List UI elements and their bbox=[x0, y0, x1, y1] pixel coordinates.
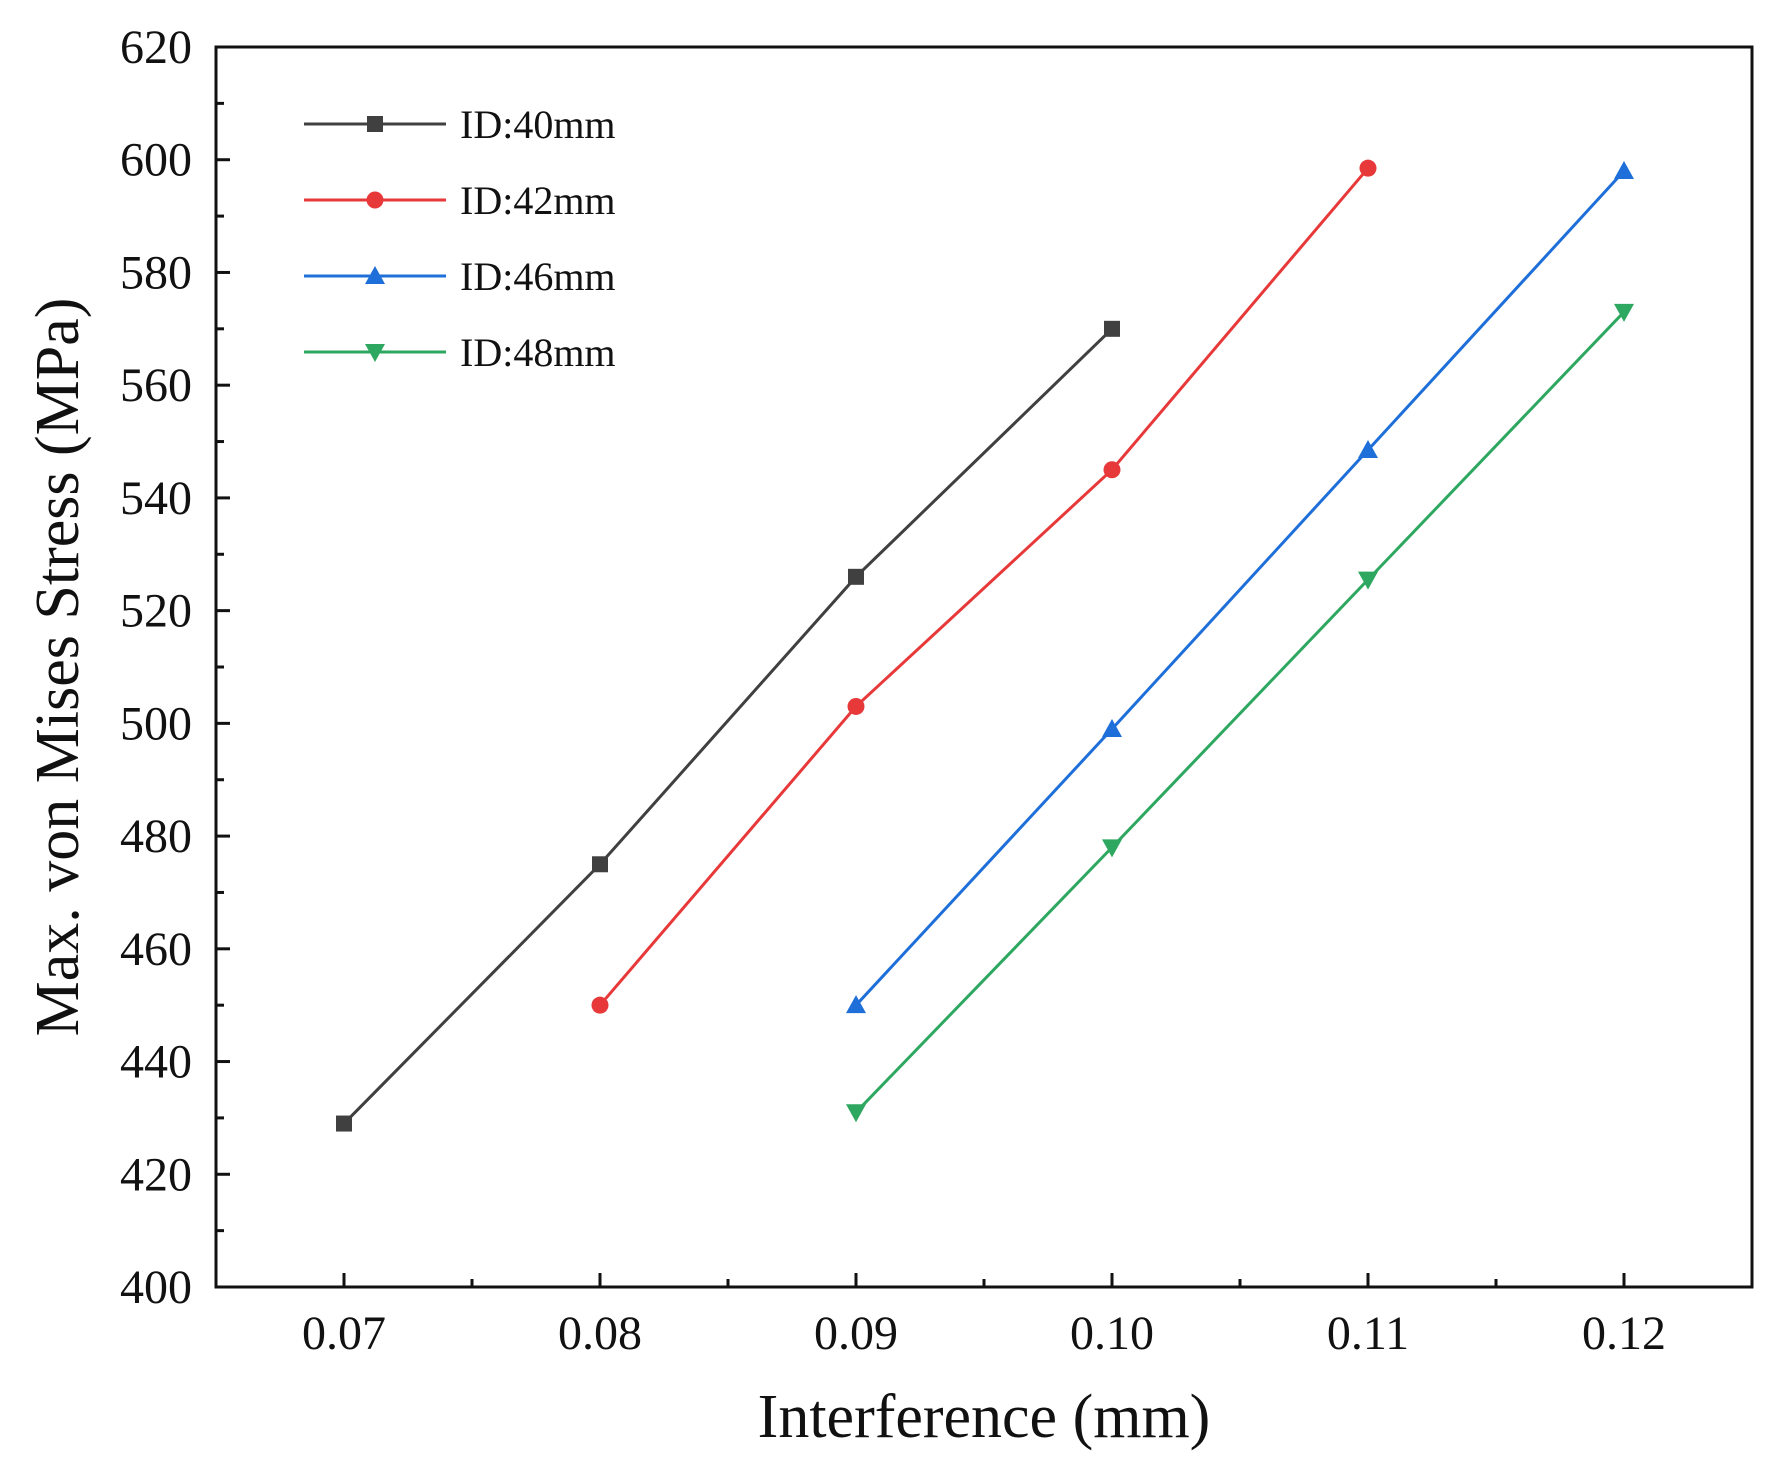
legend-label: ID:40mm bbox=[460, 102, 616, 147]
x-tick-label: 0.08 bbox=[558, 1307, 642, 1360]
data-point bbox=[846, 1104, 866, 1123]
y-tick-label: 440 bbox=[120, 1036, 192, 1089]
series-line bbox=[598, 167, 1370, 1007]
data-point bbox=[847, 697, 865, 715]
data-point bbox=[592, 856, 608, 873]
legend-entry: ID:40mm bbox=[304, 102, 616, 147]
series-0 bbox=[336, 320, 1120, 1132]
legend-label: ID:46mm bbox=[460, 254, 616, 299]
x-tick-label: 0.10 bbox=[1070, 1307, 1154, 1360]
series-line bbox=[854, 310, 1626, 1114]
data-point bbox=[1358, 571, 1378, 590]
x-tick-label: 0.11 bbox=[1327, 1307, 1409, 1360]
series-2 bbox=[846, 161, 1634, 1014]
y-tick-label: 580 bbox=[120, 246, 192, 299]
series-line bbox=[854, 169, 1626, 1007]
data-point bbox=[848, 568, 864, 585]
y-tick-label: 540 bbox=[120, 472, 192, 525]
data-point bbox=[1359, 159, 1377, 177]
y-tick-label: 600 bbox=[120, 134, 192, 187]
y-tick-label: 620 bbox=[120, 21, 192, 74]
data-point bbox=[1104, 320, 1120, 337]
axis-ticks: 0.07 0.08 0.09 0.10 0.11 0.12 400 420 440 460 480 5… bbox=[120, 21, 1666, 1360]
y-tick-label: 520 bbox=[120, 585, 192, 638]
x-tick-label: 0.09 bbox=[814, 1307, 898, 1360]
x-tick-label: 0.12 bbox=[1582, 1307, 1666, 1360]
series-line bbox=[342, 327, 1114, 1125]
legend-label: ID:48mm bbox=[460, 330, 616, 375]
y-tick-label: 460 bbox=[120, 923, 192, 976]
plot-frame bbox=[214, 45, 1754, 1289]
data-point bbox=[1358, 440, 1378, 458]
data-point bbox=[1103, 461, 1121, 479]
data-point bbox=[591, 996, 609, 1014]
data-point bbox=[336, 1115, 352, 1132]
legend-marker bbox=[365, 344, 385, 362]
y-tick-label: 480 bbox=[120, 810, 192, 863]
data-point bbox=[1102, 839, 1122, 858]
legend-entry: ID:48mm bbox=[304, 330, 616, 375]
data-point bbox=[1614, 161, 1634, 179]
data-point bbox=[1614, 303, 1634, 322]
legend-marker bbox=[365, 266, 385, 284]
legend-marker bbox=[367, 116, 383, 132]
x-axis-title: Interference (mm) bbox=[758, 1383, 1211, 1451]
y-tick-label: 500 bbox=[120, 697, 192, 750]
x-tick-label: 0.07 bbox=[302, 1307, 386, 1360]
y-tick-label: 420 bbox=[120, 1148, 192, 1201]
y-axis-title: Max. von Mises Stress (MPa) bbox=[24, 298, 92, 1037]
legend: ID:40mm ID:42mm ID:46mm ID:48mm bbox=[304, 102, 616, 375]
series-layer bbox=[336, 159, 1634, 1132]
series-3 bbox=[846, 303, 1634, 1123]
y-tick-label: 560 bbox=[120, 359, 192, 412]
y-tick-label: 400 bbox=[120, 1261, 192, 1314]
legend-entry: ID:46mm bbox=[304, 254, 616, 299]
series-1 bbox=[591, 159, 1377, 1014]
legend-label: ID:42mm bbox=[460, 178, 616, 223]
data-point bbox=[1102, 719, 1122, 737]
legend-entry: ID:42mm bbox=[304, 178, 616, 223]
data-point bbox=[846, 995, 866, 1014]
legend-marker bbox=[366, 191, 384, 209]
